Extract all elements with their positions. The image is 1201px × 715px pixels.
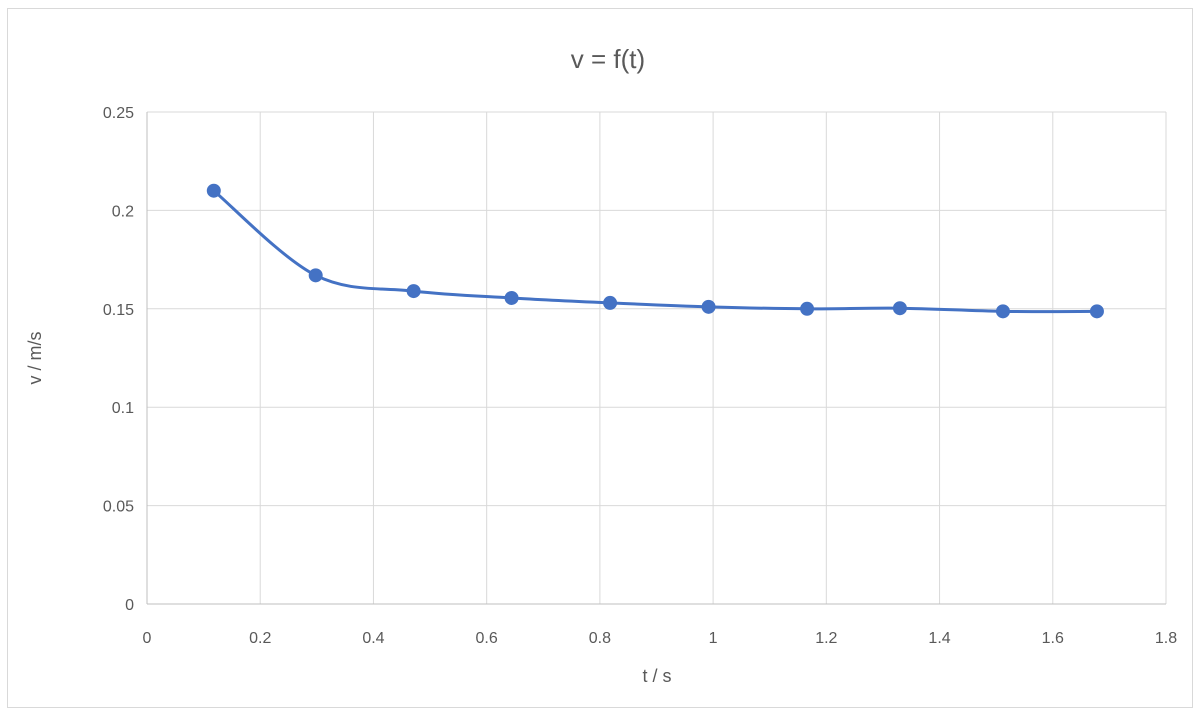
x-tick-label: 0 (143, 630, 152, 647)
data-point (1089, 304, 1104, 319)
data-point (603, 295, 618, 310)
y-tick-label: 0.25 (103, 105, 134, 122)
x-tick-label: 1.6 (1042, 630, 1064, 647)
x-tick-label: 1.8 (1155, 630, 1177, 647)
data-point (800, 301, 815, 316)
data-point (504, 290, 519, 305)
data-point (995, 304, 1010, 319)
x-axis-title: t / s (642, 666, 671, 686)
x-tick-label: 1 (709, 630, 718, 647)
series-velocity (206, 183, 1104, 319)
y-tick-label: 0.15 (103, 302, 134, 319)
axes (146, 112, 1166, 605)
data-point (308, 268, 323, 283)
y-tick-label: 0.05 (103, 499, 134, 516)
x-tick-label: 0.2 (249, 630, 271, 647)
grid-lines (147, 111, 1167, 604)
data-point (206, 183, 221, 198)
y-axis-title: v / m/s (25, 332, 45, 385)
chart-title: v = f(t) (571, 44, 645, 74)
x-tick-label: 0.6 (476, 630, 498, 647)
y-tick-label: 0.2 (112, 203, 134, 220)
tick-labels: 0 0.2 0.4 0.6 0.8 1 1.2 1.4 1.6 1.8 0 0.05 0.1 0.15 0.… (103, 105, 1177, 647)
y-tick-label: 0 (125, 597, 134, 614)
x-tick-label: 0.4 (362, 630, 384, 647)
y-tick-label: 0.1 (112, 400, 134, 417)
x-tick-label: 1.4 (928, 630, 950, 647)
series-line (212, 189, 1099, 314)
data-point (701, 299, 716, 314)
x-tick-label: 1.2 (815, 630, 837, 647)
data-point (406, 284, 421, 299)
x-tick-label: 0.8 (589, 630, 611, 647)
data-point (892, 301, 907, 316)
